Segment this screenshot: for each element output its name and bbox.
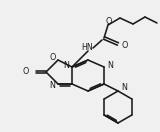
- Text: N: N: [63, 62, 69, 70]
- Text: N: N: [121, 84, 127, 93]
- Text: HN: HN: [81, 44, 93, 53]
- Text: O: O: [122, 41, 128, 50]
- Text: N: N: [107, 62, 113, 70]
- Text: O: O: [50, 53, 56, 62]
- Text: N: N: [49, 81, 55, 91]
- Text: O: O: [23, 67, 29, 77]
- Text: O: O: [106, 18, 112, 27]
